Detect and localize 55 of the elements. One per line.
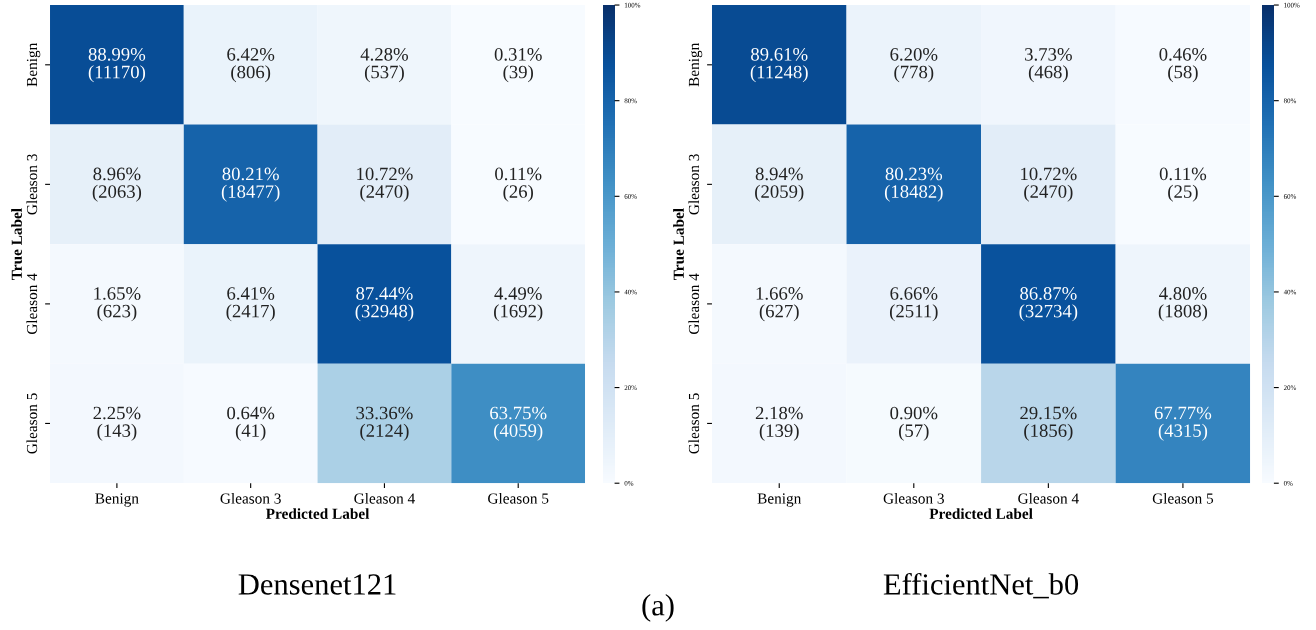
data-label: 87.44% (32948) bbox=[355, 287, 414, 322]
y-tick-label: Gleason 3 bbox=[688, 154, 700, 215]
data-label: 2.18% (139) bbox=[755, 406, 803, 441]
x-axis-title: Predicted Label bbox=[929, 508, 1033, 519]
data-label: 10.72% (2470) bbox=[1021, 167, 1077, 202]
data-label: 0.31% (39) bbox=[494, 48, 542, 83]
text: (a) bbox=[642, 594, 674, 622]
data-label: 88.99% (11170) bbox=[88, 48, 146, 83]
data-label: 3.73% (468) bbox=[1025, 48, 1072, 83]
data-label: 4.28% (537) bbox=[360, 48, 409, 83]
data-label: 6.66% (2511) bbox=[889, 287, 938, 322]
y-axis-title: True Label bbox=[673, 208, 684, 281]
data-label: 6.42% (806) bbox=[227, 48, 275, 83]
y-tick-label: Gleason 5 bbox=[26, 393, 38, 454]
text: Densenet121 bbox=[238, 574, 396, 595]
data-label: 4.49% (1692) bbox=[494, 287, 543, 322]
data-label: 29.15% (1856) bbox=[1020, 406, 1077, 441]
y-tick-label: Benign bbox=[688, 42, 703, 87]
y-tick-label: Gleason 5 bbox=[688, 393, 700, 454]
data-label: 1.66% (627) bbox=[756, 287, 803, 322]
x-tick-label: Gleason 5 bbox=[1152, 492, 1214, 504]
data-label: 33.36% (2124) bbox=[356, 406, 413, 441]
y-tick-label: Gleason 4 bbox=[26, 273, 38, 335]
data-label: 0.46% (58) bbox=[1159, 48, 1207, 83]
data-label: 1.65% (623) bbox=[94, 287, 141, 322]
data-label: 67.77% (4315) bbox=[1154, 406, 1212, 441]
data-label: 89.61% (11248) bbox=[750, 48, 808, 83]
x-tick-label: Gleason 5 bbox=[488, 492, 549, 504]
data-label: 80.21% (18477) bbox=[221, 167, 280, 202]
data-label: 10.72% (2470) bbox=[357, 167, 413, 202]
data-label: 6.41% (2417) bbox=[226, 287, 275, 322]
x-tick-label: Benign bbox=[95, 493, 139, 507]
x-tick-label: Gleason 3 bbox=[883, 492, 944, 504]
data-label: 80.23% (18482) bbox=[884, 167, 943, 202]
data-label: 63.75% (4059) bbox=[490, 406, 547, 441]
data-label: 2.25% (143) bbox=[93, 406, 141, 441]
data-label: 0.11% (25) bbox=[1159, 167, 1207, 202]
y-tick-label: Gleason 4 bbox=[688, 273, 700, 335]
x-tick-label: Gleason 3 bbox=[220, 492, 281, 504]
data-label: 4.80% (1808) bbox=[1158, 287, 1208, 322]
x-axis-title: Predicted Label bbox=[265, 508, 370, 519]
y-axis-title: True Label bbox=[11, 208, 22, 281]
y-tick-label: Gleason 3 bbox=[26, 154, 38, 215]
data-label: 8.94% (2059) bbox=[755, 167, 804, 202]
text: EfficientNet_b0 bbox=[883, 572, 1079, 599]
x-tick-label: Benign bbox=[757, 493, 802, 507]
y-tick-label: Benign bbox=[26, 42, 41, 87]
x-tick-label: Gleason 4 bbox=[354, 492, 415, 504]
data-label: 8.96% (2063) bbox=[92, 167, 142, 202]
data-label: 86.87% (32734) bbox=[1019, 287, 1078, 322]
data-label: 0.90% (57) bbox=[890, 406, 938, 441]
data-label: 6.20% (778) bbox=[890, 48, 938, 83]
data-label: 0.64% (41) bbox=[227, 406, 275, 441]
data-label: 0.11% (26) bbox=[495, 167, 542, 202]
x-tick-label: Gleason 4 bbox=[1018, 492, 1079, 504]
